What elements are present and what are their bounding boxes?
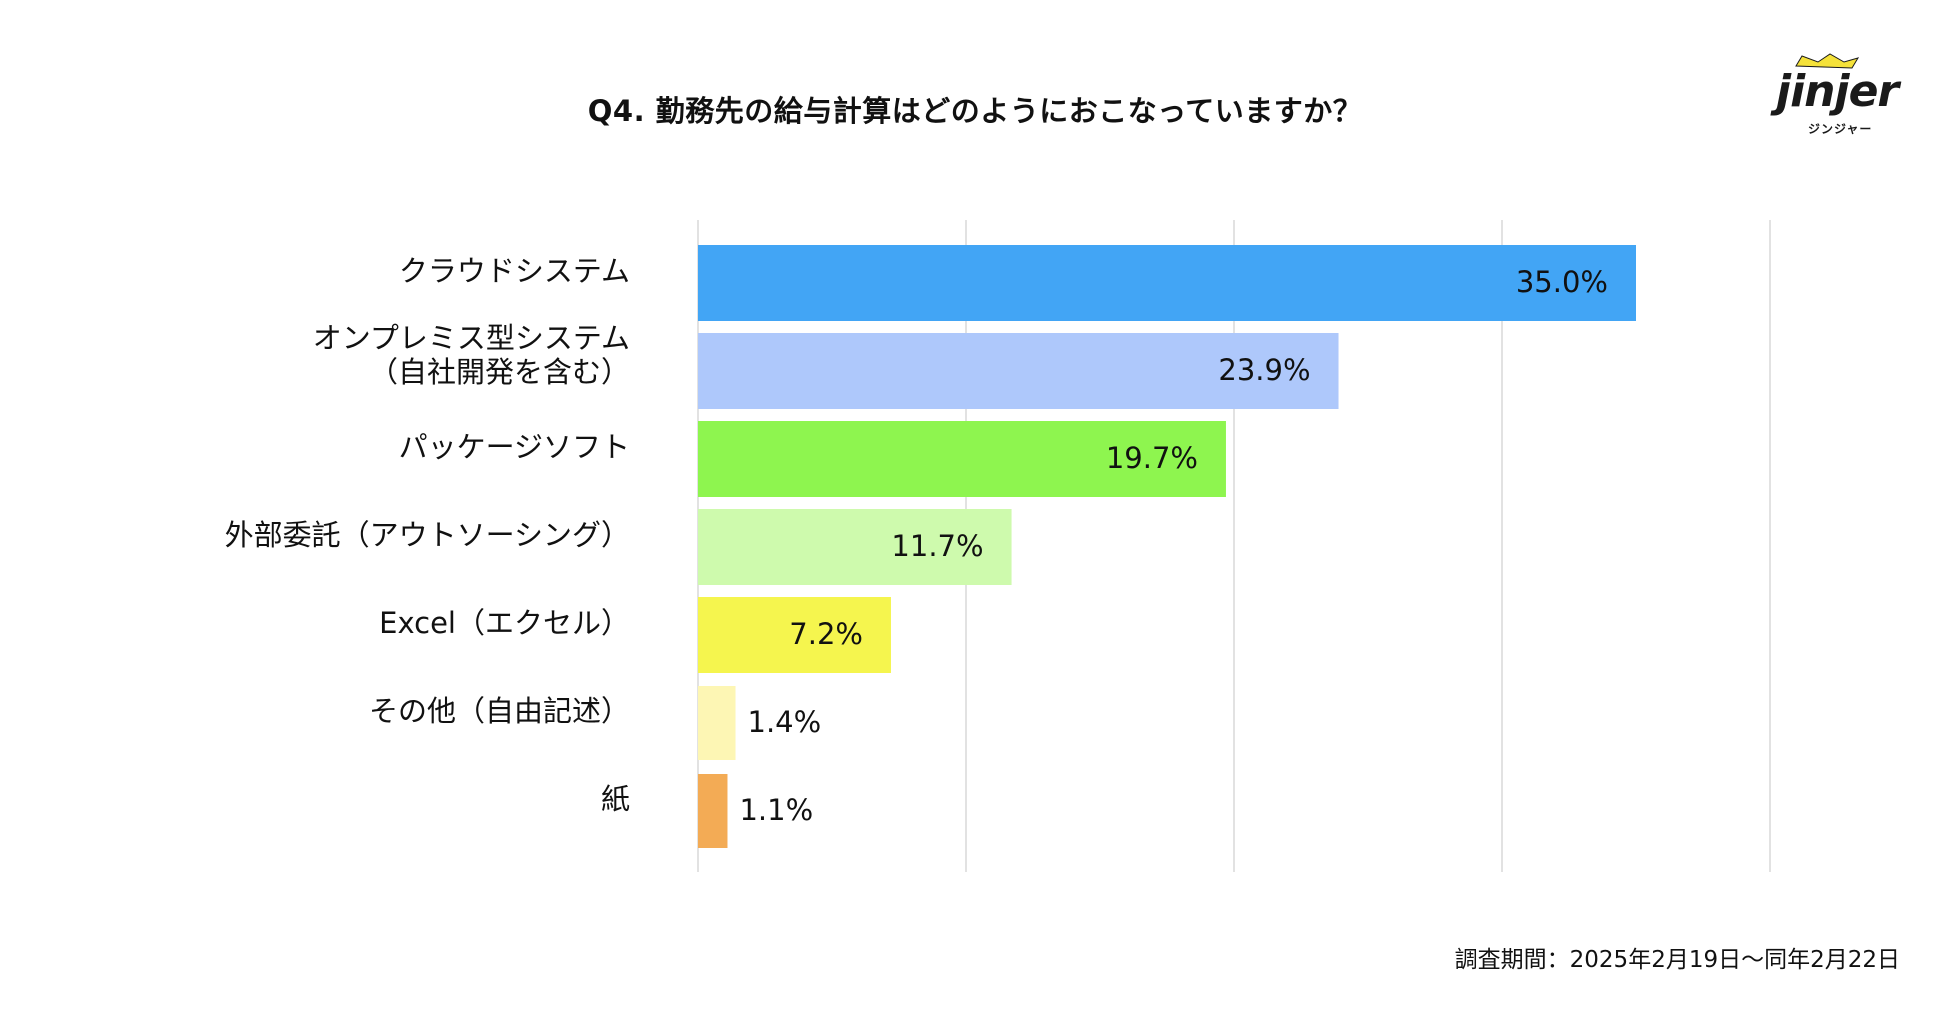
- category-label-3-line-0: 外部委託（アウトソーシング）: [224, 518, 630, 552]
- category-label-0-line-0: クラウドシステム: [398, 254, 630, 288]
- logo-wordmark: jinjer: [1776, 66, 1899, 117]
- bar-4: [698, 597, 891, 673]
- value-label-6: 1.1%: [739, 793, 814, 827]
- category-label-0: クラウドシステム: [399, 254, 630, 288]
- logo-subtitle: ジンジャー: [1808, 122, 1873, 136]
- bar-3: [698, 509, 1012, 585]
- value-label-5: 1.4%: [747, 705, 822, 739]
- value-label-1: 23.9%: [1218, 353, 1311, 387]
- category-label-1-line-0: オンプレミス型システム: [312, 321, 630, 355]
- category-label-1: オンプレミス型システム （自社開発を含む）: [313, 321, 630, 389]
- category-label-6-line-0: 紙: [600, 782, 630, 816]
- category-label-2-line-0: パッケージソフト: [398, 430, 630, 464]
- category-label-1-line-1: （自社開発を含む）: [368, 355, 630, 389]
- value-label-3: 11.7%: [891, 529, 984, 563]
- category-label-4-line-0: Excel（エクセル）: [379, 606, 630, 640]
- bar-0: [698, 245, 1636, 321]
- chart-title: Q4. 勤務先の給与計算はどのようにおこなっていますか？: [587, 94, 1363, 128]
- category-label-5: その他（自由記述）: [369, 694, 630, 728]
- category-label-5-line-0: その他（自由記述）: [368, 694, 630, 728]
- category-label-3: 外部委託（アウトソーシング）: [225, 518, 630, 552]
- bar-2: [698, 421, 1226, 497]
- bar-1: [698, 333, 1339, 409]
- jinjer-logo: jinjer ジンジャー: [1768, 50, 1918, 140]
- value-label-0: 35.0%: [1515, 265, 1608, 299]
- category-label-2: パッケージソフト: [399, 430, 630, 464]
- category-label-4: Excel（エクセル）: [379, 606, 630, 640]
- category-label-6: 紙: [601, 782, 630, 816]
- survey-period-footnote: 調査期間：2025年2月19日〜同年2月22日: [1454, 947, 1900, 973]
- crown-icon: [1795, 53, 1860, 69]
- bars: [698, 245, 1636, 848]
- value-label-4: 7.2%: [789, 617, 863, 651]
- bar-6: [698, 774, 728, 848]
- bar-5: [698, 686, 736, 760]
- value-label-2: 19.7%: [1105, 441, 1198, 475]
